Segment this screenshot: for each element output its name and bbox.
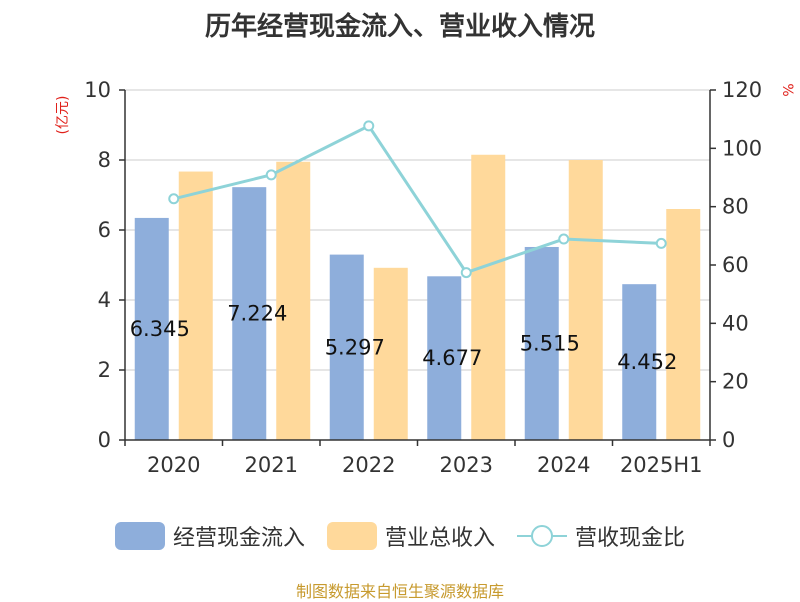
unit-label-right: % [779, 83, 795, 96]
grid-lines [125, 89, 710, 371]
line-ratio [173, 123, 662, 275]
point-ratio[interactable] [655, 237, 667, 249]
data-label-cash-inflow: 4.677 [422, 346, 482, 370]
data-label-cash-inflow: 6.345 [130, 317, 190, 341]
point-ratio[interactable] [558, 233, 570, 245]
point-ratio[interactable] [460, 267, 472, 279]
source-note: 制图数据来自恒生聚源数据库 [295, 582, 504, 601]
tick-label-right: 80 [722, 195, 749, 219]
tick-label-right: 0 [722, 428, 735, 452]
legend-item-ratio[interactable]: 营收现金比 [517, 520, 685, 552]
point-ratio[interactable] [265, 169, 277, 181]
bar-cash-inflow[interactable] [134, 217, 169, 440]
legend-label-ratio: 营收现金比 [575, 526, 686, 551]
data-label-cash-inflow: 4.452 [617, 350, 677, 374]
legend-swatch-revenue [326, 522, 377, 550]
legend-item-cash-inflow[interactable]: 经营现金流入 [114, 520, 305, 552]
tick-label-left: 8 [98, 148, 111, 172]
tick-label-x: 2023 [440, 453, 493, 477]
tick-label-right: 120 [722, 78, 762, 102]
bar-cash-inflow[interactable] [427, 276, 462, 440]
tick-label-left: 2 [98, 358, 111, 382]
tick-label-left: 0 [98, 428, 111, 452]
tick-label-left: 4 [98, 288, 111, 312]
tick-label-x: 2025H1 [620, 453, 703, 477]
bar-revenue[interactable] [666, 209, 701, 440]
tick-label-x: 2021 [245, 453, 298, 477]
bar-cash-inflow[interactable] [622, 284, 657, 440]
bar-series [134, 154, 701, 441]
bar-revenue[interactable] [276, 161, 311, 440]
tick-label-right: 100 [722, 136, 762, 160]
legend-label-cash-inflow: 经营现金流入 [172, 526, 305, 551]
tick-label-x: 2022 [342, 453, 395, 477]
tick-label-right: 40 [722, 311, 749, 335]
data-label-cash-inflow: 5.515 [520, 331, 580, 355]
data-labels: 6.345 7.224 5.297 4.677 5.515 4.452 [130, 302, 678, 375]
data-label-cash-inflow: 5.297 [325, 335, 385, 359]
bar-revenue[interactable] [568, 160, 603, 440]
bar-cash-inflow[interactable] [524, 246, 559, 440]
legend: 经营现金流入 营业总收入 营收现金比 [0, 516, 800, 556]
bar-cash-inflow[interactable] [232, 187, 267, 440]
bar-revenue[interactable] [373, 267, 408, 440]
bar-revenue[interactable] [178, 171, 213, 441]
chart-title: 历年经营现金流入、营业收入情况 [204, 12, 595, 42]
data-label-cash-inflow: 7.224 [227, 302, 287, 326]
point-ratio[interactable] [168, 193, 180, 205]
legend-swatch-ratio [517, 522, 567, 550]
tick-label-x: 2020 [147, 453, 200, 477]
tick-label-left: 6 [98, 218, 111, 242]
bar-cash-inflow[interactable] [329, 254, 364, 440]
tick-label-x: 2024 [537, 453, 590, 477]
tick-label-right: 20 [722, 370, 749, 394]
unit-label-left: (亿元) [55, 96, 71, 135]
tick-label-right: 60 [722, 253, 749, 277]
line-series [168, 120, 667, 279]
bar-revenue[interactable] [471, 154, 506, 440]
legend-label-revenue: 营业总收入 [384, 526, 495, 551]
legend-swatch-cash-inflow [114, 522, 165, 550]
point-ratio[interactable] [363, 120, 375, 132]
legend-item-revenue[interactable]: 营业总收入 [326, 520, 495, 552]
tick-label-left: 10 [84, 78, 111, 102]
